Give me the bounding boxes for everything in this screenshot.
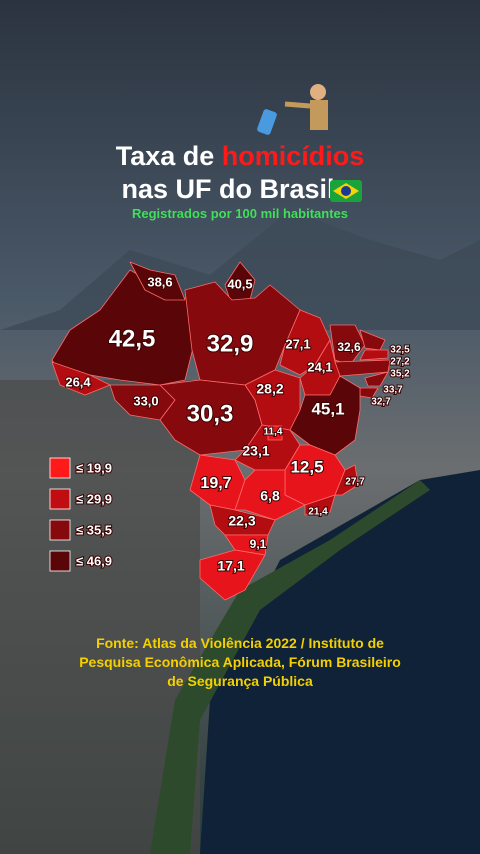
state-value: 19,7 [200, 475, 231, 492]
state-value: 32,7 [371, 397, 391, 408]
state-value: 27,7 [345, 477, 365, 488]
state-value: 32,9 [207, 330, 254, 357]
title-highlight: homicídios [222, 141, 365, 171]
sea [200, 470, 480, 854]
legend-swatch [49, 488, 71, 510]
title-text: Taxa de [116, 141, 222, 171]
legend-swatch [49, 519, 71, 541]
state-value: 12,5 [290, 457, 323, 476]
state-value: 27,2 [390, 357, 410, 368]
source-line: Pesquisa Econômica Aplicada, Fórum Brasi… [79, 654, 401, 670]
title-line1: Taxa de homicídios [116, 141, 365, 171]
state-value: 30,3 [187, 400, 234, 427]
source-line: Fonte: Atlas da Violência 2022 / Institu… [96, 635, 384, 651]
legend-swatch [49, 550, 71, 572]
state-value: 28,2 [256, 381, 283, 397]
state-value: 45,1 [311, 399, 344, 418]
legend-label: ≤ 46,9 [76, 553, 112, 568]
state-value: 21,4 [308, 507, 328, 518]
shore [150, 480, 430, 854]
state [334, 464, 359, 496]
state-value: 42,5 [109, 325, 156, 352]
state [267, 425, 283, 441]
state-value: 27,1 [285, 336, 310, 351]
title-line2: nas UF do Brasil [121, 174, 334, 204]
state-labels: 38,6 40,5 42,5 32,9 27,1 32,6 32,527,235,2 33,7… [64, 273, 411, 574]
state-value: 33,0 [133, 393, 158, 408]
state [289, 375, 361, 456]
state-value: 9,1 [250, 537, 267, 551]
state [329, 324, 366, 366]
state [364, 371, 389, 387]
flag [330, 180, 362, 202]
legend-label: ≤ 19,9 [76, 460, 112, 475]
brazil-map [51, 261, 391, 601]
state-value: 32,5 [390, 345, 410, 356]
state-value: 32,6 [337, 340, 361, 354]
state-value: 40,5 [227, 276, 252, 291]
legend-swatch [49, 457, 71, 479]
state-value: 35,2 [390, 369, 410, 380]
state-value: 33,7 [383, 385, 403, 396]
subtitle: Registrados por 100 mil habitantes [132, 206, 348, 221]
source-line: de Segurança Pública [167, 673, 313, 689]
illustration [257, 84, 328, 135]
state-value: 22,3 [228, 513, 255, 529]
state [304, 494, 336, 516]
state-value: 24,1 [307, 359, 332, 374]
state-value: 6,8 [260, 488, 280, 504]
state [129, 261, 186, 301]
state-value: 11,4 [264, 427, 283, 438]
legend-label: ≤ 29,9 [76, 491, 112, 506]
state [359, 349, 389, 361]
state-value: 38,6 [147, 274, 172, 289]
state-value: 23,1 [242, 443, 269, 459]
legend-label: ≤ 35,5 [76, 522, 112, 537]
state-value: 17,1 [217, 558, 244, 574]
state [199, 549, 266, 601]
state [51, 361, 111, 396]
state-value: 26,4 [65, 374, 91, 389]
legend: ≤ 19,9 ≤ 29,9 ≤ 35,5 ≤ 46,9 [49, 457, 113, 572]
state [279, 309, 331, 376]
